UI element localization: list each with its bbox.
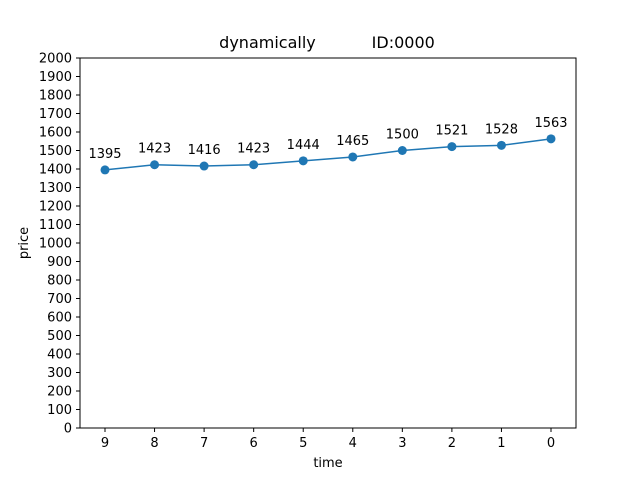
data-point (348, 152, 358, 162)
y-tick-label: 1100 (39, 218, 72, 233)
y-tick-label: 900 (47, 255, 72, 270)
y-tick-label: 0 (64, 422, 72, 437)
y-axis: 0 100 200 300 400 500 600 700 800 900 1000 1100 1200… (39, 52, 80, 437)
data-label: 1444 (287, 138, 320, 153)
data-points (100, 134, 556, 175)
y-tick-label: 1400 (39, 163, 72, 178)
data-point (150, 160, 160, 170)
data-label: 1521 (435, 124, 468, 139)
x-tick-label: 3 (398, 436, 406, 451)
x-tick-label: 7 (200, 436, 208, 451)
data-point (397, 146, 407, 155)
data-label: 1395 (88, 147, 121, 162)
x-axis-label: time (313, 456, 342, 471)
x-tick-label: 8 (150, 436, 158, 451)
data-label: 1416 (188, 143, 221, 158)
y-tick-label: 1000 (39, 237, 72, 252)
y-tick-label: 2000 (39, 52, 72, 67)
data-label: 1500 (386, 128, 419, 143)
x-axis: 9 8 7 6 5 4 3 2 1 0 (101, 428, 555, 451)
y-axis-label: price (17, 227, 32, 259)
y-tick-label: 700 (47, 292, 72, 307)
data-point (546, 134, 556, 144)
x-tick-label: 5 (299, 436, 307, 451)
x-tick-label: 4 (349, 436, 357, 451)
y-tick-label: 1200 (39, 200, 72, 215)
y-tick-label: 400 (47, 348, 72, 363)
data-point (100, 165, 110, 175)
data-label: 1563 (534, 116, 567, 131)
y-tick-label: 1700 (39, 107, 72, 122)
y-tick-label: 1900 (39, 70, 72, 85)
y-tick-label: 1500 (39, 144, 72, 159)
data-point (199, 161, 209, 171)
x-tick-label: 9 (101, 436, 109, 451)
chart-title: dynamically ID:0000 (219, 33, 435, 52)
data-point (447, 142, 457, 152)
plot-frame (79, 57, 577, 429)
y-tick-label: 300 (47, 366, 72, 381)
data-label: 1423 (138, 142, 171, 157)
data-point (249, 160, 259, 170)
data-label: 1528 (485, 122, 518, 137)
x-tick-label: 2 (448, 436, 456, 451)
y-tick-label: 1300 (39, 181, 72, 196)
data-label: 1465 (336, 134, 369, 149)
y-tick-label: 1600 (39, 126, 72, 141)
y-tick-label: 800 (47, 274, 72, 289)
data-labels: 1395 1423 1416 1423 1444 1465 1500 1521 1528 1563 (88, 116, 567, 162)
y-tick-label: 1800 (39, 89, 72, 104)
data-point (496, 140, 506, 150)
series-line (104, 138, 552, 171)
x-tick-label: 1 (497, 436, 505, 451)
data-point (298, 156, 308, 166)
y-tick-label: 100 (47, 403, 72, 418)
x-tick-label: 6 (250, 436, 258, 451)
y-tick-label: 200 (47, 385, 72, 400)
y-tick-label: 500 (47, 329, 72, 344)
x-tick-label: 0 (547, 436, 555, 451)
data-label: 1423 (237, 142, 270, 157)
y-tick-label: 600 (47, 311, 72, 326)
